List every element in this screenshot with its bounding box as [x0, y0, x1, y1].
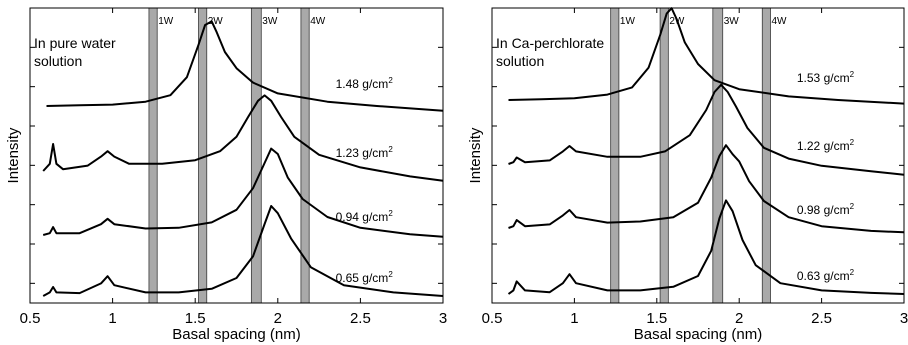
x-tick-label: 3	[900, 310, 908, 327]
series-label: 1.53 g/cm2	[797, 70, 855, 85]
panel-annotation: solution	[496, 53, 544, 69]
series-line	[508, 7, 905, 105]
series-line	[507, 199, 905, 295]
series-line	[46, 20, 444, 112]
hydration-band-label: 3W	[262, 16, 278, 27]
panel-annotation: solution	[34, 53, 82, 69]
series-label-text: 1.48 g/cm	[336, 77, 389, 91]
hydration-band	[712, 7, 724, 304]
series-label-text: 0.94 g/cm	[336, 210, 389, 224]
hydration-band-label: 2W	[208, 16, 224, 27]
hydration-band-label: 3W	[724, 16, 740, 27]
y-axis-label: Intensity	[5, 127, 22, 183]
hydration-band	[761, 7, 771, 304]
plot-area-frame	[491, 7, 905, 304]
series-label-text: 0.65 g/cm	[336, 271, 389, 285]
series-label: 1.23 g/cm2	[336, 145, 394, 160]
series-label-superscript: 2	[850, 138, 855, 147]
series-line	[42, 147, 444, 238]
series-label-superscript: 2	[388, 270, 393, 279]
series-label: 0.94 g/cm2	[336, 209, 394, 224]
hydration-band	[659, 7, 669, 304]
series-label: 0.98 g/cm2	[797, 202, 855, 217]
x-tick-label: 0.5	[482, 310, 503, 327]
series-label-text: 1.23 g/cm	[336, 146, 389, 160]
x-tick-label: 1	[570, 310, 578, 327]
series-label-text: 1.22 g/cm	[797, 139, 850, 153]
x-tick-label: 2.5	[350, 310, 371, 327]
hydration-band-label: 1W	[158, 16, 174, 27]
series-line	[508, 144, 905, 234]
x-axis-label: Basal spacing (nm)	[634, 326, 762, 343]
series-label: 0.63 g/cm2	[797, 268, 855, 283]
x-tick-label: 1.5	[646, 310, 667, 327]
series-label: 0.65 g/cm2	[336, 270, 394, 285]
hydration-band	[610, 7, 620, 304]
hydration-band	[148, 7, 158, 304]
series-label-superscript: 2	[388, 145, 393, 154]
series-label-superscript: 2	[388, 76, 393, 85]
x-tick-label: 2	[274, 310, 282, 327]
series-line	[42, 94, 444, 182]
series-label-text: 0.63 g/cm	[797, 269, 850, 283]
series-line	[508, 83, 905, 176]
series-label-text: 1.53 g/cm	[797, 71, 850, 85]
x-tick-label: 2	[735, 310, 743, 327]
hydration-band-label: 4W	[772, 16, 788, 27]
x-tick-label: 0.5	[20, 310, 41, 327]
panel-annotation: In pure water	[34, 35, 116, 51]
series-line	[42, 205, 444, 297]
hydration-band	[250, 7, 262, 304]
series-label-superscript: 2	[850, 70, 855, 79]
y-axis-label: Intensity	[467, 127, 484, 183]
panel-annotation: In Ca-perchlorate	[496, 35, 604, 51]
x-tick-label: 2.5	[811, 310, 832, 327]
x-tick-label: 1	[108, 310, 116, 327]
series-label-superscript: 2	[850, 202, 855, 211]
x-tick-label: 3	[439, 310, 447, 327]
hydration-band-label: 1W	[620, 16, 636, 27]
series-label: 1.22 g/cm2	[797, 138, 855, 153]
series-label-superscript: 2	[850, 268, 855, 277]
series-label-superscript: 2	[388, 209, 393, 218]
x-axis-label: Basal spacing (nm)	[172, 326, 300, 343]
hydration-band-label: 4W	[310, 16, 326, 27]
series-label-text: 0.98 g/cm	[797, 203, 850, 217]
series-label: 1.48 g/cm2	[336, 76, 394, 91]
x-tick-label: 1.5	[185, 310, 206, 327]
plot-area-frame	[29, 7, 444, 304]
